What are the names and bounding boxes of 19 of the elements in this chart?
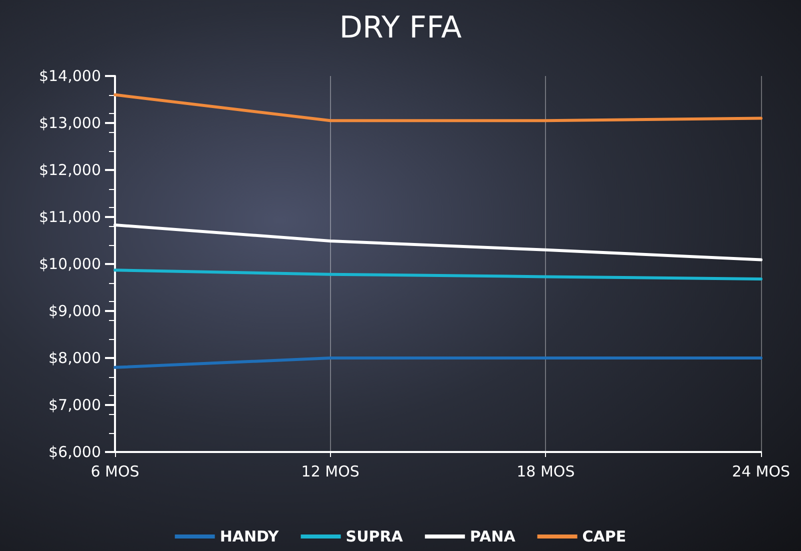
y-tick-label: $13,000 <box>38 114 101 132</box>
y-tick-label: $7,000 <box>48 396 101 414</box>
y-tick-label: $8,000 <box>48 349 101 367</box>
y-tick-label: $14,000 <box>38 67 101 85</box>
x-tick-label: 6 MOS <box>90 462 140 480</box>
line-series <box>114 268 762 281</box>
y-tick-label: $9,000 <box>48 302 101 320</box>
y-tick-label: $6,000 <box>48 443 101 461</box>
chart-title: DRY FFA <box>339 10 462 46</box>
legend-label: SUPRA <box>346 528 404 546</box>
legend-label: HANDY <box>220 528 280 546</box>
legend-label: CAPE <box>582 528 626 546</box>
y-tick-label: $11,000 <box>38 208 101 226</box>
y-tick-label: $10,000 <box>38 255 101 273</box>
y-tick-label: $12,000 <box>38 161 101 179</box>
x-tick-label: 18 MOS <box>516 462 575 480</box>
x-tick-label: 24 MOS <box>732 462 790 480</box>
x-tick-label: 12 MOS <box>301 462 360 480</box>
legend-label: PANA <box>470 528 516 546</box>
